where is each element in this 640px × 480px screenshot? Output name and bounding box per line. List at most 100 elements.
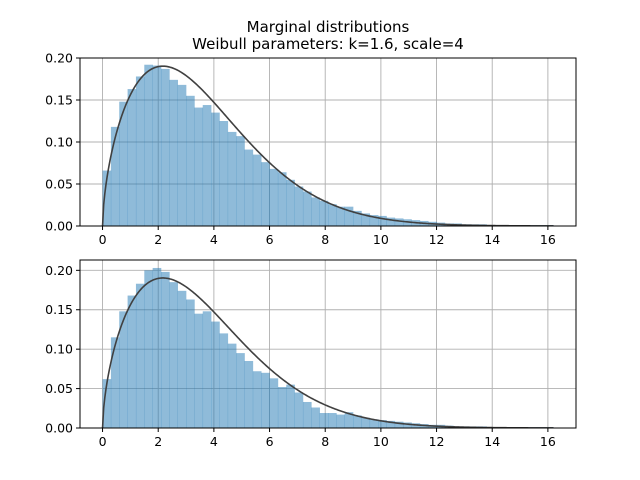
x-tick-label: 0 (99, 434, 107, 449)
histogram-bar (119, 311, 128, 428)
histogram-bar (152, 65, 162, 226)
x-tick-label: 16 (540, 232, 556, 247)
tick-labels: 0 2 4 6 8 10 12 14 16 0.00 0.05 0.10 0.15 0.20 (45, 263, 556, 449)
x-tick-label: 12 (429, 232, 445, 247)
histogram-bar (227, 131, 237, 226)
histogram-bar (160, 271, 170, 428)
histogram-bar (144, 270, 153, 428)
histogram-bar (277, 172, 287, 226)
histogram-bar (269, 168, 279, 226)
y-tick-label: 0.15 (45, 302, 73, 317)
histogram-bar (344, 206, 354, 226)
weibull-pdf-curve (101, 277, 554, 428)
y-tick-label: 0.20 (45, 51, 73, 66)
histogram-bar (252, 154, 262, 226)
histogram-bar (202, 311, 212, 428)
histogram-bar (294, 186, 304, 226)
figure-title-line1: Marginal distributions (247, 18, 410, 36)
histogram-bar (211, 321, 220, 428)
histogram-bar (269, 378, 279, 428)
histogram-bar (277, 387, 287, 428)
histogram-bars (102, 64, 554, 226)
y-tick-label: 0.10 (45, 135, 73, 150)
figure-title-line2: Weibull parameters: k=1.6, scale=4 (192, 35, 464, 53)
histogram-bar (394, 421, 404, 428)
histogram-bar (110, 337, 120, 428)
histogram-bar (236, 353, 245, 428)
histogram-bar (127, 89, 137, 226)
histogram-bar (252, 371, 262, 428)
histogram-bar (261, 372, 270, 428)
x-tick-label: 4 (210, 434, 218, 449)
histogram-bar (152, 267, 162, 428)
tick-labels: 0 2 4 6 8 10 12 14 16 0.00 0.05 0.10 0.15 0.20 (45, 51, 556, 248)
histogram-bar (378, 420, 387, 428)
histogram-bar (361, 213, 371, 226)
histogram-bar (177, 84, 187, 226)
y-tick-label: 0.20 (45, 263, 73, 278)
histogram-bar (319, 200, 329, 226)
x-tick-label: 12 (429, 434, 445, 449)
x-tick-label: 4 (210, 232, 218, 247)
histogram-bar (311, 197, 320, 226)
histogram-bar (344, 412, 354, 428)
histogram-bar (102, 170, 112, 226)
x-tick-label: 10 (373, 434, 389, 449)
axes-frame (79, 259, 577, 429)
histogram-bar (211, 112, 220, 226)
histogram-bar (336, 414, 346, 428)
histogram-bar (219, 121, 229, 226)
x-tick-label: 6 (266, 434, 274, 449)
histogram-bar (286, 179, 295, 226)
histogram-bar (244, 149, 254, 226)
y-tick-label: 0.10 (45, 342, 73, 357)
histogram-bar (219, 333, 229, 428)
y-tick-label: 0.15 (45, 93, 73, 108)
histogram-bar (202, 105, 212, 226)
histogram-bar (286, 384, 295, 428)
histogram-bar (328, 413, 337, 428)
histogram-bar (353, 415, 362, 428)
histogram-bar (127, 295, 137, 428)
histogram-bar (328, 204, 337, 226)
histogram-bar (119, 101, 128, 226)
histogram-bar (244, 360, 254, 428)
histogram-bar (169, 282, 178, 428)
histogram-bar (336, 206, 346, 226)
histogram-bar (169, 79, 178, 226)
y-tick-label: 0.00 (45, 219, 73, 234)
histogram-bars (102, 267, 554, 428)
histogram-bar (369, 419, 379, 428)
histogram-bar (311, 407, 320, 428)
histogram-bar (110, 126, 120, 226)
histogram-bar (361, 417, 371, 428)
histogram-bar (369, 215, 379, 226)
y-tick-label: 0.00 (45, 421, 73, 436)
histogram-bar (186, 95, 195, 226)
histogram-bar (403, 422, 412, 428)
histogram-bar (294, 392, 304, 428)
weibull-pdf-curve (101, 65, 554, 226)
histogram-bar (386, 420, 396, 428)
x-tick-label: 6 (266, 232, 274, 247)
histogram-bar (394, 218, 404, 226)
histogram-bar (177, 290, 187, 428)
histogram-bar (135, 76, 145, 226)
histogram-bar (302, 401, 312, 428)
x-tick-label: 0 (99, 232, 107, 247)
histogram-bar (302, 191, 312, 226)
histogram-bar (186, 299, 195, 428)
histogram-bar (135, 283, 145, 428)
histogram-bar (194, 313, 204, 428)
x-tick-label: 8 (321, 434, 329, 449)
y-tick-label: 0.05 (45, 381, 73, 396)
histogram-bar (144, 64, 153, 226)
bottom-histogram-panel: 0 2 4 6 8 10 12 14 16 0.00 0.05 0.10 0.15 0.20 (45, 259, 577, 449)
histogram-bar (378, 215, 387, 226)
histogram-bar (261, 162, 270, 226)
y-tick-label: 0.05 (45, 177, 73, 192)
x-tick-label: 14 (484, 232, 500, 247)
x-tick-label: 16 (540, 434, 556, 449)
x-tick-label: 10 (373, 232, 389, 247)
